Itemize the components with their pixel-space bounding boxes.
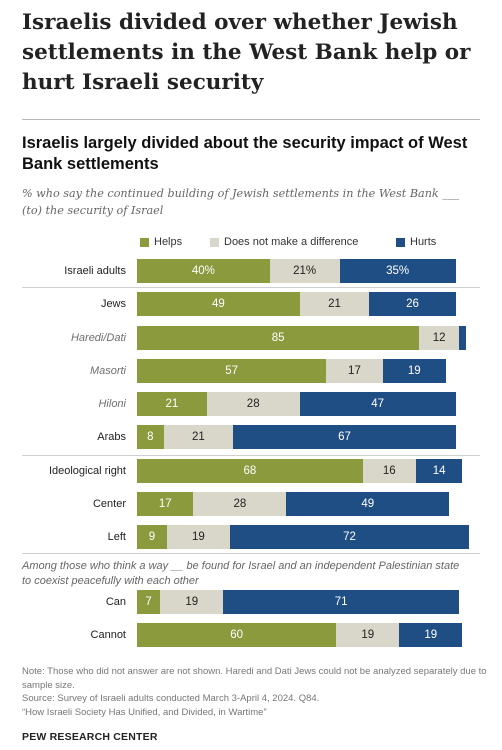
legend-no-difference: Does not make a difference: [210, 235, 358, 249]
bar-segment-no-difference: 28: [193, 492, 287, 516]
bar-segment-helps: 7: [137, 590, 161, 614]
footnote-note: Note: Those who did not answer are not s…: [22, 666, 487, 691]
row-label-hiloni: Hiloni: [98, 398, 126, 410]
bar-segment-no-difference: 21: [299, 292, 370, 316]
footnote-report: “How Israeli Society Has Unified, and Di…: [22, 706, 267, 718]
bar-segment-helps: 8: [137, 425, 164, 449]
bar-segment-hurts: 19: [382, 359, 446, 383]
row-label-left: Left: [107, 531, 126, 543]
group-separator: [22, 553, 480, 554]
row-label-israeli-adults: Israeli adults: [64, 265, 126, 277]
legend-helps-swatch: [140, 237, 149, 247]
bar-segment-helps: 40%: [137, 259, 270, 283]
bar-segment-hurts: 67: [233, 425, 456, 449]
row-label-can: Can: [105, 596, 126, 608]
bar-segment-no-difference: 19: [160, 590, 224, 614]
bar-segment-helps: 57: [137, 359, 327, 383]
footnote-source: Source: Survey of Israeli adults conduct…: [22, 693, 320, 704]
row-label-center: Center: [92, 498, 126, 510]
bar-segment-hurts: 14: [415, 459, 463, 483]
legend-helps-label: Helps: [154, 236, 183, 248]
bar-segment-hurts: [459, 326, 466, 350]
bar-segment-helps: 21: [137, 392, 207, 416]
legend-hurts-swatch: [396, 237, 405, 247]
legend-hurts: Hurts: [396, 235, 436, 249]
brand-logo-text: PEW RESEARCH CENTER: [22, 731, 158, 743]
bar-segment-helps: 85: [137, 326, 420, 350]
bar-segment-helps: 49: [137, 292, 300, 316]
bar-segment-helps: 68: [137, 459, 363, 483]
top-divider: [22, 119, 480, 120]
bar-segment-helps: 9: [137, 525, 167, 549]
bar-segment-hurts: 49: [286, 492, 450, 516]
row-label-jews: Jews: [100, 298, 126, 310]
bar-segment-hurts: 47: [299, 392, 456, 416]
row-label-arabs: Arabs: [97, 431, 126, 443]
legend-hurts-label: Hurts: [410, 236, 437, 248]
chart-title: Israelis largely divided about the secur…: [22, 134, 468, 173]
legend-no-difference-label: Does not make a difference: [224, 236, 359, 248]
row-label-masorti: Masorti: [89, 365, 126, 377]
footnote: Note: Those who did not answer are not s…: [22, 665, 487, 719]
legend-no-difference-swatch: [210, 237, 219, 247]
bar-segment-no-difference: 17: [326, 359, 383, 383]
row-label-ideological-right: Ideological right: [48, 465, 126, 477]
group-separator: [22, 287, 480, 288]
bar-segment-no-difference: 16: [362, 459, 416, 483]
bar-segment-hurts: 35%: [339, 259, 456, 283]
bar-segment-no-difference: 19: [336, 623, 400, 647]
bar-segment-no-difference: 21%: [269, 259, 340, 283]
bar-segment-hurts: 19: [399, 623, 463, 647]
bar-segment-hurts: 71: [223, 590, 460, 614]
bar-segment-helps: 17: [137, 492, 194, 516]
chart-subtitle: % who say the continued building of Jewi…: [22, 187, 460, 217]
row-label-cannot: Cannot: [90, 629, 126, 641]
bar-segment-no-difference: 12: [419, 326, 460, 350]
bar-segment-hurts: 26: [369, 292, 456, 316]
group-note: Among those who think a way __ be found …: [22, 560, 460, 587]
group-separator: [22, 455, 480, 456]
legend-helps: Helps: [140, 235, 182, 249]
headline: Israelis divided over whether Jewish set…: [22, 10, 471, 95]
row-label-haredi-dati: Haredi/Dati: [70, 332, 126, 344]
bar-segment-no-difference: 21: [163, 425, 234, 449]
bar-segment-helps: 60: [137, 623, 337, 647]
bar-segment-no-difference: 28: [206, 392, 300, 416]
bar-segment-hurts: 72: [229, 525, 469, 549]
bar-segment-no-difference: 19: [166, 525, 230, 549]
